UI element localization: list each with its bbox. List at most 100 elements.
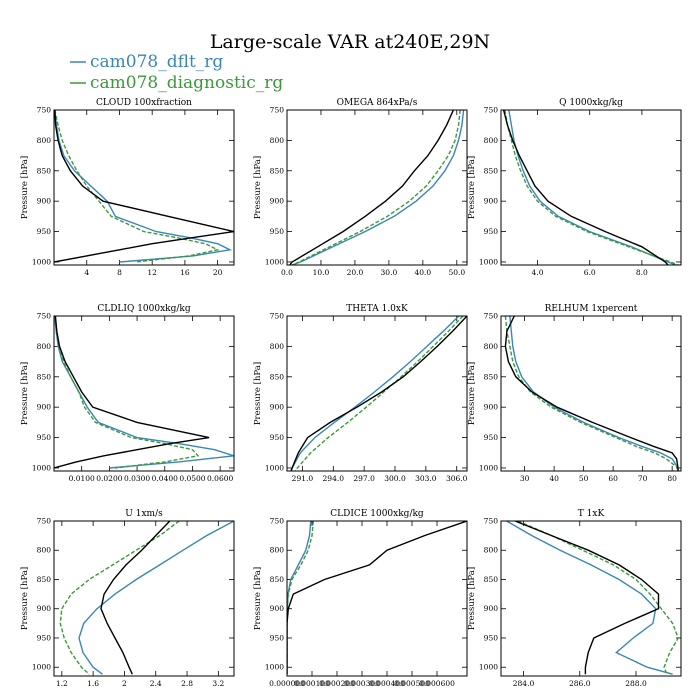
- series-line-dflt: [508, 110, 677, 265]
- x-tick-label: 284.0: [513, 679, 535, 688]
- panel-title: CLDLIQ 1000xkg/kg: [97, 304, 191, 314]
- y-tick-label: 800: [37, 546, 52, 555]
- x-tick-label: 303.0: [415, 474, 437, 483]
- series-line-diagnostic: [294, 316, 464, 471]
- y-tick-label: 900: [484, 604, 499, 613]
- panel-frame: [53, 109, 235, 266]
- x-tick-label: 0.0500: [179, 474, 205, 483]
- y-axis-label: Pressure [hPa]: [467, 567, 477, 630]
- x-tick-label: 70: [638, 474, 648, 483]
- y-tick-label: 800: [484, 546, 499, 555]
- y-tick-label: 850: [270, 575, 285, 584]
- series-line-diagnostic: [59, 521, 180, 675]
- y-tick-label: 750: [484, 106, 499, 115]
- x-tick-label: 6.0: [584, 268, 596, 277]
- x-tick-label: 294.0: [323, 474, 345, 483]
- series-line-obs: [289, 110, 455, 265]
- x-tick-label: 300.0: [384, 474, 406, 483]
- y-tick-label: 900: [270, 403, 285, 412]
- series-line-obs: [54, 316, 210, 469]
- x-tick-label: 10.0: [313, 268, 330, 277]
- legend: cam078_dflt_rg cam078_diagnostic_rg: [70, 52, 283, 93]
- panel-title: OMEGA 864xPa/s: [337, 98, 418, 108]
- series-line-diagnostic: [517, 521, 679, 675]
- y-tick-label: 850: [37, 372, 52, 381]
- y-axis-label: Pressure [hPa]: [20, 156, 30, 219]
- x-tick-label: 291.0: [292, 474, 314, 483]
- y-tick-label: 950: [37, 433, 52, 442]
- x-tick-label: 0.000100: [294, 679, 330, 688]
- x-tick-label: 0.0200: [96, 474, 122, 483]
- panel-frame: [286, 315, 468, 472]
- x-tick-label: 30.0: [381, 268, 398, 277]
- y-tick-label: 1000: [265, 257, 284, 266]
- x-tick-label: 0.0: [281, 268, 293, 277]
- y-tick-label: 950: [37, 227, 52, 236]
- y-tick-label: 750: [484, 312, 499, 321]
- figure-title: Large-scale VAR at240E,29N: [210, 31, 490, 53]
- x-tick-label: 20: [213, 268, 223, 277]
- x-tick-label: 2: [122, 679, 127, 688]
- panel-title: CLOUD 100xfraction: [96, 98, 192, 108]
- x-tick-label: 50.0: [448, 268, 465, 277]
- y-tick-label: 900: [37, 403, 52, 412]
- x-tick-label: 0.0600: [207, 474, 233, 483]
- x-tick-label: 30: [520, 474, 530, 483]
- x-tick-label: 2.8: [181, 679, 193, 688]
- series-line-obs: [504, 316, 679, 471]
- series-line-diagnostic: [504, 316, 679, 471]
- y-tick-label: 1000: [479, 463, 498, 472]
- x-tick-label: 16: [180, 268, 190, 277]
- series-line-obs: [514, 521, 660, 675]
- panel-frame: [500, 520, 682, 677]
- x-tick-label: 2.4: [150, 679, 162, 688]
- series-line-dflt: [506, 521, 673, 675]
- y-tick-label: 850: [484, 166, 499, 175]
- series-line-dflt: [54, 316, 234, 469]
- series-line-obs: [290, 316, 467, 471]
- series-line-dflt: [291, 110, 465, 265]
- y-axis-label: Pressure [hPa]: [253, 156, 263, 219]
- x-tick-label: 8: [117, 268, 122, 277]
- series-line-obs: [100, 521, 171, 675]
- y-axis-label: Pressure [hPa]: [20, 567, 30, 630]
- panel-frame: [500, 315, 682, 472]
- y-tick-label: 850: [270, 166, 285, 175]
- y-axis-label: Pressure [hPa]: [253, 567, 263, 630]
- x-tick-label: 80: [667, 474, 677, 483]
- x-tick-label: 40.0: [414, 268, 431, 277]
- y-tick-label: 800: [484, 342, 499, 351]
- x-tick-label: 0.000000: [269, 679, 305, 688]
- y-tick-label: 950: [270, 227, 285, 236]
- y-tick-label: 950: [484, 433, 499, 442]
- y-tick-label: 850: [484, 372, 499, 381]
- y-tick-label: 900: [484, 403, 499, 412]
- y-tick-label: 750: [484, 517, 499, 526]
- y-tick-label: 800: [270, 342, 285, 351]
- y-tick-label: 750: [37, 517, 52, 526]
- panel-title: T 1xK: [578, 509, 605, 519]
- y-tick-label: 850: [37, 575, 52, 584]
- y-tick-label: 1000: [32, 257, 51, 266]
- y-tick-label: 750: [37, 312, 52, 321]
- y-tick-label: 900: [484, 197, 499, 206]
- panel-frame: [53, 520, 235, 677]
- series-line-diagnostic: [287, 521, 314, 675]
- panel-frame: [53, 315, 235, 472]
- y-tick-label: 850: [484, 575, 499, 584]
- y-tick-label: 850: [37, 166, 52, 175]
- y-tick-label: 800: [270, 546, 285, 555]
- y-tick-label: 800: [37, 342, 52, 351]
- y-tick-label: 1000: [32, 463, 51, 472]
- panel-title: RELHUM 1xpercent: [545, 304, 638, 314]
- series-line-dflt: [290, 316, 460, 471]
- panel-8: T 1xK Pressure [hPa] 750 800 850 900 950 1000 28…: [467, 509, 682, 688]
- y-tick-label: 750: [37, 106, 52, 115]
- panel-2: Q 1000xkg/kg Pressure [hPa] 750 800 850 900 95…: [467, 98, 682, 277]
- x-tick-label: 60: [608, 474, 618, 483]
- panel-0: CLOUD 100xfraction Pressure [hPa] 750 800 85…: [20, 98, 235, 277]
- series-line-dflt: [509, 316, 679, 471]
- y-tick-label: 750: [270, 312, 285, 321]
- y-tick-label: 750: [270, 106, 285, 115]
